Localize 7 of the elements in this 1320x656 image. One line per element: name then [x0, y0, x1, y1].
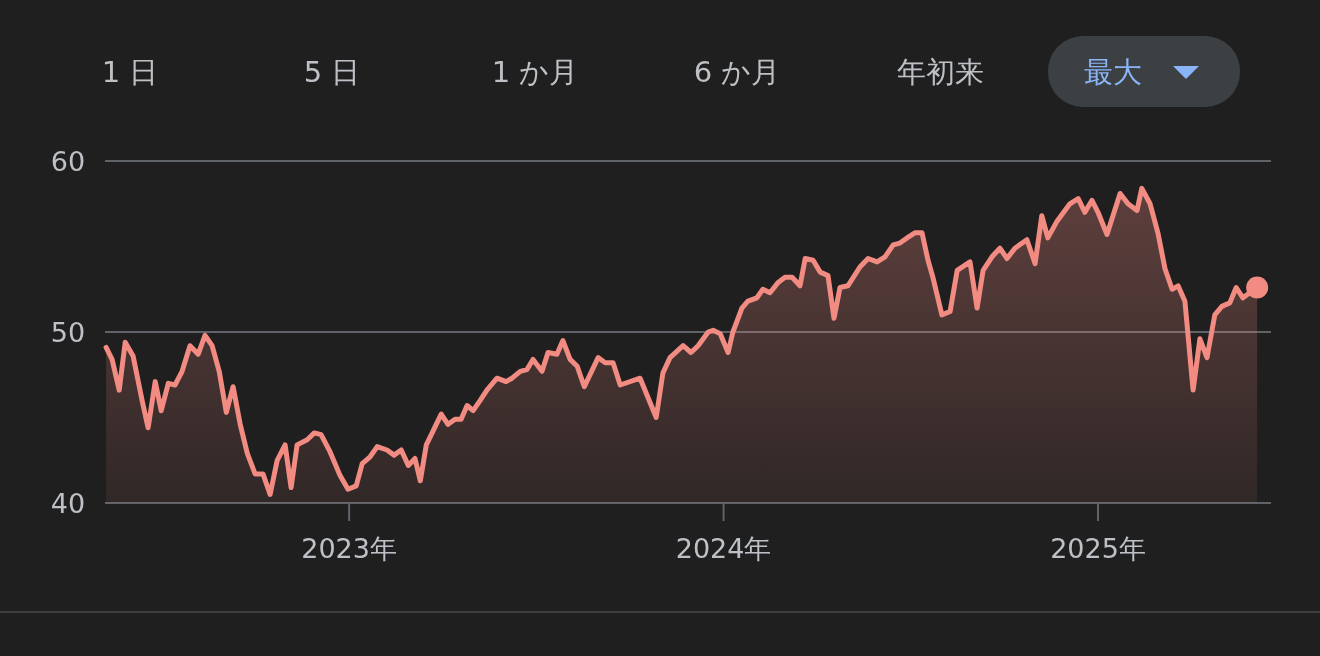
y-tick-label: 40	[50, 488, 86, 519]
y-tick-label: 60	[50, 146, 86, 177]
x-tick-label: 2024年	[675, 533, 772, 564]
y-tick-label: 50	[50, 317, 86, 348]
x-tick-label: 2025年	[1050, 533, 1146, 564]
controls: 1 日 5 日 1 か月 6 か月 年初来 最大	[101, 36, 1240, 107]
x-tick-label: 2023年	[301, 533, 397, 564]
